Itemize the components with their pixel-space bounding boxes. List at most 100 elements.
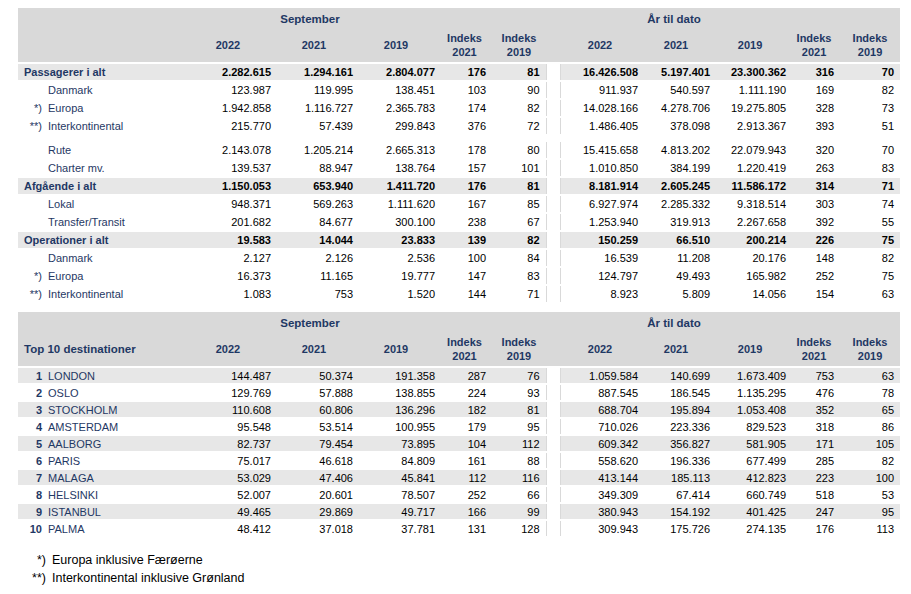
value-cell: 85 bbox=[492, 195, 546, 213]
value-cell: 65 bbox=[840, 401, 900, 418]
value-cell: 247 bbox=[788, 503, 840, 520]
value-cell: 376 bbox=[437, 117, 492, 135]
value-cell: 380.943 bbox=[560, 503, 640, 520]
value-cell: 79.454 bbox=[273, 435, 355, 452]
year-header-row: 2022 2021 2019 Indeks 2021 Indeks 2019 2… bbox=[18, 29, 900, 63]
value-cell: 75.017 bbox=[183, 452, 273, 469]
value-cell: 1.294.161 bbox=[273, 63, 355, 81]
value-cell: 8.923 bbox=[560, 285, 640, 303]
value-cell: 72 bbox=[492, 117, 546, 135]
value-cell: 16.539 bbox=[560, 249, 640, 267]
value-cell: 55 bbox=[840, 213, 900, 231]
section-divider bbox=[546, 469, 560, 486]
table-row: Charter mv.139.53788.947138.7641571011.0… bbox=[18, 159, 900, 177]
value-cell: 191.358 bbox=[355, 367, 437, 384]
value-cell: 63 bbox=[840, 285, 900, 303]
value-cell: 178 bbox=[437, 141, 492, 159]
value-cell: 169 bbox=[788, 81, 840, 99]
destination-name: PALMA bbox=[48, 523, 84, 535]
col-header-ytd-2022: 2022 bbox=[560, 333, 640, 367]
value-cell: 78.507 bbox=[355, 486, 437, 503]
value-cell: 131 bbox=[437, 520, 492, 537]
value-cell: 1.220.419 bbox=[712, 159, 788, 177]
table-row: Passagerer i alt2.282.6151.294.1612.804.… bbox=[18, 63, 900, 81]
value-cell: 124.797 bbox=[560, 267, 640, 285]
value-cell: 829.523 bbox=[712, 418, 788, 435]
row-label: 8HELSINKI bbox=[18, 486, 183, 503]
table-row: *)Europa16.37311.16519.77714783124.79749… bbox=[18, 267, 900, 285]
value-cell: 63 bbox=[840, 367, 900, 384]
period-header-september: September bbox=[183, 312, 437, 333]
footnote-marker: **) bbox=[24, 120, 42, 132]
row-label-text: Rute bbox=[48, 144, 71, 156]
value-cell: 29.869 bbox=[273, 503, 355, 520]
table-row: 6PARIS75.01746.61884.80916188558.620196.… bbox=[18, 452, 900, 469]
section-divider bbox=[546, 452, 560, 469]
section-divider bbox=[546, 159, 560, 177]
value-cell: 67 bbox=[492, 213, 546, 231]
value-cell: 138.451 bbox=[355, 81, 437, 99]
value-cell: 540.597 bbox=[640, 81, 712, 99]
value-cell: 349.309 bbox=[560, 486, 640, 503]
value-cell: 653.940 bbox=[273, 177, 355, 195]
footnote-marker: *) bbox=[18, 551, 46, 569]
value-cell: 1.253.940 bbox=[560, 213, 640, 231]
value-cell: 139.537 bbox=[183, 159, 273, 177]
header-spacer bbox=[437, 312, 546, 333]
value-cell: 161 bbox=[437, 452, 492, 469]
value-cell: 1.486.405 bbox=[560, 117, 640, 135]
value-cell: 677.499 bbox=[712, 452, 788, 469]
section-divider bbox=[546, 99, 560, 117]
destination-name: MALAGA bbox=[48, 472, 94, 484]
value-cell: 83 bbox=[492, 267, 546, 285]
value-cell: 320 bbox=[788, 141, 840, 159]
value-cell: 73 bbox=[840, 99, 900, 117]
value-cell: 753 bbox=[273, 285, 355, 303]
value-cell: 4.278.706 bbox=[640, 99, 712, 117]
period-header-ytd: År til dato bbox=[560, 8, 788, 29]
value-cell: 113 bbox=[840, 520, 900, 537]
value-cell: 319.913 bbox=[640, 213, 712, 231]
table-row: 9ISTANBUL49.46529.86949.71716699380.9431… bbox=[18, 503, 900, 520]
value-cell: 195.894 bbox=[640, 401, 712, 418]
value-cell: 90 bbox=[492, 81, 546, 99]
col-header-sep-indeks-2019: Indeks 2019 bbox=[492, 29, 546, 63]
value-cell: 1.150.053 bbox=[183, 177, 273, 195]
header-spacer bbox=[437, 8, 546, 29]
value-cell: 100 bbox=[840, 469, 900, 486]
row-label: Danmark bbox=[18, 249, 183, 267]
value-cell: 11.165 bbox=[273, 267, 355, 285]
value-cell: 1.053.408 bbox=[712, 401, 788, 418]
row-label: 9ISTANBUL bbox=[18, 503, 183, 520]
value-cell: 167 bbox=[437, 195, 492, 213]
value-cell: 19.275.805 bbox=[712, 99, 788, 117]
table-row: Lokal948.371569.2631.111.620167856.927.9… bbox=[18, 195, 900, 213]
value-cell: 16.426.508 bbox=[560, 63, 640, 81]
value-cell: 413.144 bbox=[560, 469, 640, 486]
year-header-row: Top 10 destinationer 2022 2021 2019 Inde… bbox=[18, 333, 900, 367]
value-cell: 309.943 bbox=[560, 520, 640, 537]
value-cell: 66.510 bbox=[640, 231, 712, 249]
value-cell: 185.113 bbox=[640, 469, 712, 486]
value-cell: 49.465 bbox=[183, 503, 273, 520]
value-cell: 70 bbox=[840, 141, 900, 159]
row-label: Danmark bbox=[18, 81, 183, 99]
value-cell: 37.018 bbox=[273, 520, 355, 537]
section-divider bbox=[546, 249, 560, 267]
value-cell: 37.781 bbox=[355, 520, 437, 537]
section-divider bbox=[546, 418, 560, 435]
period-header-september: September bbox=[183, 8, 437, 29]
value-cell: 80 bbox=[492, 141, 546, 159]
destination-name: HELSINKI bbox=[48, 489, 98, 501]
value-cell: 73.895 bbox=[355, 435, 437, 452]
value-cell: 20.601 bbox=[273, 486, 355, 503]
table-row: 3STOCKHOLM110.60860.806136.29618281688.7… bbox=[18, 401, 900, 418]
table-row: *)Europa1.942.8581.116.7272.365.78317482… bbox=[18, 99, 900, 117]
value-cell: 476 bbox=[788, 384, 840, 401]
col-header-ytd-2019: 2019 bbox=[712, 29, 788, 63]
value-cell: 105 bbox=[840, 435, 900, 452]
col-header-sep-2021: 2021 bbox=[273, 29, 355, 63]
table-row: 4AMSTERDAM95.54853.514100.95517995710.02… bbox=[18, 418, 900, 435]
value-cell: 182 bbox=[437, 401, 492, 418]
value-cell: 82 bbox=[492, 99, 546, 117]
